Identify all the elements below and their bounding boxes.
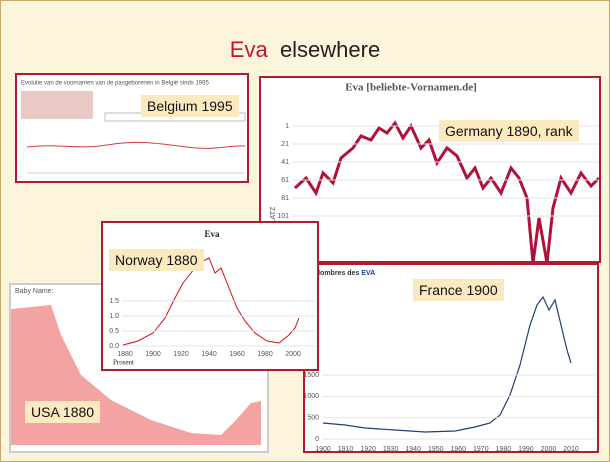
y-tick-label: 0 xyxy=(315,436,319,443)
title-text: Nombres des xyxy=(315,270,359,277)
x-tick-label: 1990 xyxy=(518,446,534,453)
slide: Eva elsewhere Evolutie van de voornamen … xyxy=(0,0,610,462)
panel-title: Evolutie van de voornamen van de pasgebo… xyxy=(21,81,209,87)
y-tick-label: 0.5 xyxy=(109,328,119,335)
x-tick-label: 1980 xyxy=(496,446,512,453)
panel-title: Baby Name: xyxy=(15,288,54,295)
line xyxy=(27,142,245,148)
panel-title: Eva [beliebte-Vornamen.de] xyxy=(345,82,477,94)
belgium-chart: Evolutie van de voornamen van de pasgebo… xyxy=(17,75,249,183)
count-line xyxy=(323,297,571,432)
x-tick-label: 1950 xyxy=(428,446,444,453)
y-tick-label: 0.0 xyxy=(109,343,119,350)
axis-label: Prosent xyxy=(113,359,134,367)
x-tick-label: 1880 xyxy=(117,351,133,358)
x-tick-label: 2000 xyxy=(285,351,301,358)
x-tick-label: 1930 xyxy=(383,446,399,453)
panel-label: Norway 1880 xyxy=(109,249,204,271)
x-tick-label: 1970 xyxy=(473,446,489,453)
y-tick-label: 1000 xyxy=(305,393,319,400)
y-tick-label: 500 xyxy=(307,415,319,422)
y-tick-label: 1500 xyxy=(305,372,319,379)
x-tick-label: 1920 xyxy=(173,351,189,358)
y-tick-label: 1.0 xyxy=(109,313,119,320)
x-tick-label: 2010 xyxy=(563,446,579,453)
y-tick-label: 1.5 xyxy=(109,298,119,305)
x-tick-label: 1910 xyxy=(338,446,354,453)
x-tick-label: 1980 xyxy=(257,351,273,358)
title-name: Eva xyxy=(230,37,268,62)
x-tick-label: 1960 xyxy=(229,351,245,358)
x-tick-label: 2000 xyxy=(541,446,557,453)
y-tick-label: 81 xyxy=(281,195,289,202)
y-tick-label: 41 xyxy=(281,159,289,166)
panel-label: Belgium 1995 xyxy=(141,95,239,117)
france-panel: Nombres des EVA 1500 1000 500 0 1900 1910 1920… xyxy=(303,263,599,453)
x-tick-label: 1900 xyxy=(315,446,331,453)
x-tick-label: 1920 xyxy=(360,446,376,453)
x-tick-label: 1940 xyxy=(201,351,217,358)
y-tick-label: 101 xyxy=(277,213,289,220)
panel-title: Eva xyxy=(204,229,220,239)
slide-title: Eva elsewhere xyxy=(1,37,609,63)
panel-title: Nombres des EVA xyxy=(315,270,375,277)
x-tick-label: 1960 xyxy=(450,446,466,453)
panel-label: Germany 1890, rank xyxy=(439,120,579,142)
x-tick-label: 1900 xyxy=(145,351,161,358)
y-tick-label: 61 xyxy=(281,177,289,184)
photo xyxy=(21,91,93,119)
panel-label: USA 1880 xyxy=(25,401,100,423)
panel-label: France 1900 xyxy=(413,279,504,301)
title-rest: elsewhere xyxy=(280,37,380,62)
y-tick-label: 1 xyxy=(285,123,289,130)
title-name: EVA xyxy=(361,270,375,277)
y-tick-label: 21 xyxy=(281,141,289,148)
belgium-panel: Evolutie van de voornamen van de pasgebo… xyxy=(15,73,249,183)
x-tick-label: 1940 xyxy=(405,446,421,453)
